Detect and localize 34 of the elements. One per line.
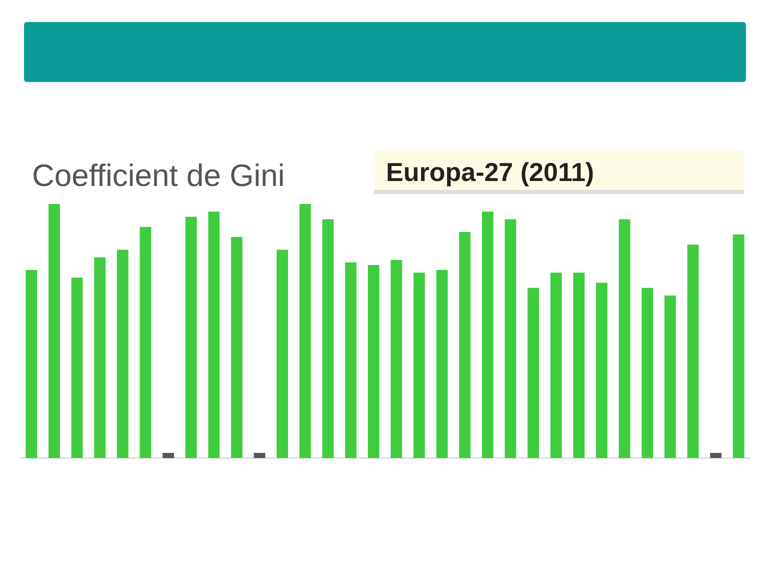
bar — [276, 250, 288, 458]
bar — [687, 244, 699, 458]
bar — [345, 262, 356, 458]
bar — [368, 264, 380, 458]
bar — [208, 212, 220, 458]
bar — [642, 288, 654, 458]
bar — [254, 452, 266, 458]
bar — [482, 212, 494, 458]
bar — [550, 272, 562, 458]
bar — [436, 270, 448, 458]
bar — [459, 232, 471, 458]
bar — [732, 234, 744, 458]
bar — [618, 219, 630, 458]
chart-subtitle: Europa-27 (2011) — [374, 150, 744, 194]
bar — [185, 216, 197, 458]
bar — [390, 260, 402, 458]
chart-title: Coefficient de Gini — [32, 158, 285, 194]
bar — [299, 204, 311, 458]
bar — [231, 237, 242, 458]
bar — [573, 272, 585, 458]
bar — [116, 250, 128, 458]
bar — [140, 226, 152, 458]
bar — [322, 219, 334, 458]
bar — [504, 219, 516, 458]
bar — [710, 452, 722, 458]
bar — [94, 257, 106, 458]
bar — [162, 452, 174, 458]
bar — [26, 270, 38, 458]
bar — [71, 278, 83, 458]
bar — [528, 288, 539, 458]
bar — [48, 204, 60, 458]
bar — [596, 282, 608, 458]
bar — [414, 272, 425, 458]
bar — [664, 295, 676, 458]
